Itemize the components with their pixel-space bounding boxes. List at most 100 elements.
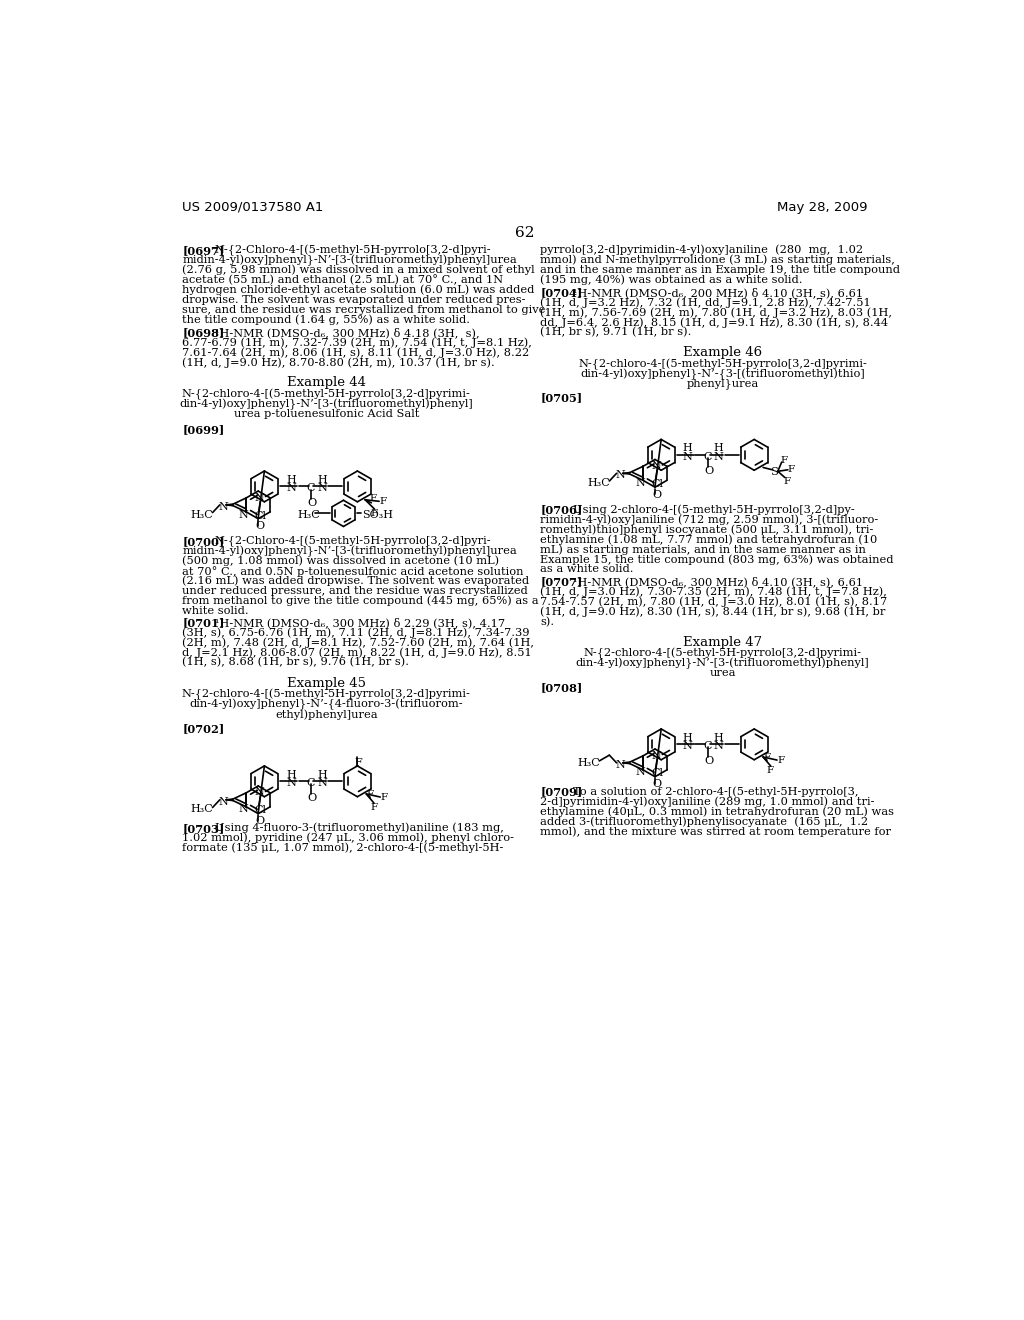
Text: H: H — [683, 733, 692, 743]
Text: N: N — [317, 483, 327, 494]
Text: N: N — [254, 492, 264, 503]
Text: ¹H-NMR (DMSO-d₆, 300 MHz) δ 2.29 (3H, s), 4.17: ¹H-NMR (DMSO-d₆, 300 MHz) δ 2.29 (3H, s)… — [215, 618, 505, 628]
Text: dd, J=6.4, 2.6 Hz), 8.15 (1H, d, J=9.1 Hz), 8.30 (1H, s), 8.44: dd, J=6.4, 2.6 Hz), 8.15 (1H, d, J=9.1 H… — [541, 317, 889, 327]
Text: H: H — [286, 475, 296, 484]
Text: urea p-toluenesulfonic Acid Salt: urea p-toluenesulfonic Acid Salt — [233, 409, 419, 418]
Text: (1H, d, J=3.2 Hz), 7.32 (1H, dd, J=9.1, 2.8 Hz), 7.42-7.51: (1H, d, J=3.2 Hz), 7.32 (1H, dd, J=9.1, … — [541, 297, 871, 308]
Text: (1H, br s), 9.71 (1H, br s).: (1H, br s), 9.71 (1H, br s). — [541, 327, 691, 338]
Text: N: N — [683, 742, 693, 751]
Text: hydrogen chloride-ethyl acetate solution (6.0 mL) was added: hydrogen chloride-ethyl acetate solution… — [182, 285, 535, 296]
Text: O: O — [652, 490, 662, 499]
Text: O: O — [705, 756, 714, 766]
Text: white solid.: white solid. — [182, 606, 249, 615]
Text: under reduced pressure, and the residue was recrystallized: under reduced pressure, and the residue … — [182, 586, 528, 595]
Text: N: N — [615, 470, 625, 480]
Text: at 70° C., and 0.5N p-toluenesulfonic acid acetone solution: at 70° C., and 0.5N p-toluenesulfonic ac… — [182, 566, 523, 577]
Text: N: N — [651, 461, 660, 471]
Text: urea: urea — [710, 668, 735, 678]
Text: SO₃H: SO₃H — [362, 510, 393, 520]
Text: (1H, d, J=3.0 Hz), 7.30-7.35 (2H, m), 7.48 (1H, t, J=7.8 Hz),: (1H, d, J=3.0 Hz), 7.30-7.35 (2H, m), 7.… — [541, 586, 887, 597]
Text: [0705]: [0705] — [541, 392, 583, 404]
Text: (1H, d, J=9.0 Hz), 8.30 (1H, s), 8.44 (1H, br s), 9.68 (1H, br: (1H, d, J=9.0 Hz), 8.30 (1H, s), 8.44 (1… — [541, 607, 886, 618]
Text: N: N — [714, 742, 724, 751]
Text: mL) as starting materials, and in the same manner as in: mL) as starting materials, and in the sa… — [541, 544, 866, 554]
Text: midin-4-yl)oxy]phenyl}-N’-[3-(trifluoromethyl)phenyl]urea: midin-4-yl)oxy]phenyl}-N’-[3-(trifluorom… — [182, 255, 517, 267]
Text: and in the same manner as in Example 19, the title compound: and in the same manner as in Example 19,… — [541, 264, 900, 275]
Text: [0698]: [0698] — [182, 327, 224, 338]
Text: (1H, m), 7.56-7.69 (2H, m), 7.80 (1H, d, J=3.2 Hz), 8.03 (1H,: (1H, m), 7.56-7.69 (2H, m), 7.80 (1H, d,… — [541, 308, 892, 318]
Text: N: N — [254, 788, 264, 797]
Text: from methanol to give the title compound (445 mg, 65%) as a: from methanol to give the title compound… — [182, 595, 539, 606]
Text: 7.54-7.57 (2H, m), 7.80 (1H, d, J=3.0 Hz), 8.01 (1H, s), 8.17: 7.54-7.57 (2H, m), 7.80 (1H, d, J=3.0 Hz… — [541, 597, 888, 607]
Text: F: F — [354, 758, 362, 768]
Text: F: F — [370, 494, 377, 503]
Text: H₃C: H₃C — [588, 478, 610, 488]
Text: (500 mg, 1.08 mmol) was dissolved in acetone (10 mL): (500 mg, 1.08 mmol) was dissolved in ace… — [182, 556, 500, 566]
Text: rimidin-4-yl)oxy]aniline (712 mg, 2.59 mmol), 3-[(trifluoro-: rimidin-4-yl)oxy]aniline (712 mg, 2.59 m… — [541, 515, 879, 525]
Text: H₃C: H₃C — [190, 804, 214, 814]
Text: acetate (55 mL) and ethanol (2.5 mL) at 70° C., and 1N: acetate (55 mL) and ethanol (2.5 mL) at … — [182, 275, 504, 285]
Text: C: C — [306, 483, 315, 494]
Text: 6.77-6.79 (1H, m), 7.32-7.39 (2H, m), 7.54 (1H, t, J=8.1 Hz),: 6.77-6.79 (1H, m), 7.32-7.39 (2H, m), 7.… — [182, 337, 532, 347]
Text: F: F — [763, 754, 770, 762]
Text: N: N — [651, 751, 660, 760]
Text: Cl: Cl — [651, 479, 663, 488]
Text: N: N — [635, 478, 645, 488]
Text: s).: s). — [541, 616, 554, 627]
Text: [0704]: [0704] — [541, 286, 583, 298]
Text: ethylamine (1.08 mL, 7.77 mmol) and tetrahydrofuran (10: ethylamine (1.08 mL, 7.77 mmol) and tetr… — [541, 535, 878, 545]
Text: H: H — [683, 444, 692, 453]
Text: F: F — [367, 791, 374, 799]
Text: midin-4-yl)oxy]phenyl}-N’-[3-(trifluoromethyl)phenyl]urea: midin-4-yl)oxy]phenyl}-N’-[3-(trifluorom… — [182, 545, 517, 557]
Text: May 28, 2009: May 28, 2009 — [777, 201, 867, 214]
Text: N: N — [286, 483, 296, 494]
Text: To a solution of 2-chloro-4-[(5-ethyl-5H-pyrrolo[3,: To a solution of 2-chloro-4-[(5-ethyl-5H… — [572, 785, 858, 796]
Text: H: H — [286, 770, 296, 780]
Text: H: H — [317, 770, 327, 780]
Text: Example 47: Example 47 — [683, 636, 762, 649]
Text: H: H — [714, 444, 724, 453]
Text: N: N — [218, 797, 228, 807]
Text: Example 45: Example 45 — [287, 677, 366, 689]
Text: formate (135 μL, 1.07 mmol), 2-chloro-4-[(5-methyl-5H-: formate (135 μL, 1.07 mmol), 2-chloro-4-… — [182, 843, 504, 854]
Text: ¹H-NMR (DMSO-d₆, 200 MHz) δ 4.10 (3H, s), 6.61: ¹H-NMR (DMSO-d₆, 200 MHz) δ 4.10 (3H, s)… — [572, 286, 863, 298]
Text: the title compound (1.64 g, 55%) as a white solid.: the title compound (1.64 g, 55%) as a wh… — [182, 314, 470, 325]
Text: [0702]: [0702] — [182, 723, 224, 734]
Text: phenyl}urea: phenyl}urea — [686, 379, 759, 389]
Text: d, J=2.1 Hz), 8.06-8.07 (2H, m), 8.22 (1H, d, J=9.0 Hz), 8.51: d, J=2.1 Hz), 8.06-8.07 (2H, m), 8.22 (1… — [182, 647, 532, 657]
Text: ¹H-NMR (DMSO-d₆, 300 MHz) δ 4.18 (3H,  s),: ¹H-NMR (DMSO-d₆, 300 MHz) δ 4.18 (3H, s)… — [215, 327, 479, 338]
Text: N: N — [239, 804, 248, 814]
Text: [0700]: [0700] — [182, 536, 224, 546]
Text: din-4-yl)oxy]phenyl}-N’-{3-[(trifluoromethyl)thio]: din-4-yl)oxy]phenyl}-N’-{3-[(trifluorome… — [580, 368, 865, 380]
Text: Using 4-fluoro-3-(trifluoromethyl)aniline (183 mg,: Using 4-fluoro-3-(trifluoromethyl)anilin… — [215, 822, 504, 833]
Text: din-4-yl)oxy]phenyl}-N’-[3-(trifluoromethyl)phenyl]: din-4-yl)oxy]phenyl}-N’-[3-(trifluoromet… — [575, 659, 869, 669]
Text: mmol), and the mixture was stirred at room temperature for: mmol), and the mixture was stirred at ro… — [541, 826, 891, 837]
Text: H: H — [317, 475, 327, 484]
Text: N: N — [683, 451, 693, 462]
Text: 2-d]pyrimidin-4-yl)oxy]aniline (289 mg, 1.0 mmol) and tri-: 2-d]pyrimidin-4-yl)oxy]aniline (289 mg, … — [541, 796, 874, 807]
Text: F: F — [371, 510, 378, 517]
Text: dropwise. The solvent was evaporated under reduced pres-: dropwise. The solvent was evaporated und… — [182, 294, 525, 305]
Text: Cl: Cl — [254, 511, 266, 520]
Text: 1.02 mmol), pyridine (247 μL, 3.06 mmol), phenyl chloro-: 1.02 mmol), pyridine (247 μL, 3.06 mmol)… — [182, 833, 514, 843]
Text: H₃C: H₃C — [190, 510, 214, 520]
Text: [0699]: [0699] — [182, 424, 224, 436]
Text: O: O — [308, 793, 317, 803]
Text: F: F — [783, 478, 791, 487]
Text: mmol) and N-methylpyrrolidone (3 mL) as starting materials,: mmol) and N-methylpyrrolidone (3 mL) as … — [541, 255, 895, 265]
Text: [0708]: [0708] — [541, 682, 583, 693]
Text: as a white solid.: as a white solid. — [541, 564, 634, 574]
Text: Using 2-chloro-4-[(5-methyl-5H-pyrrolo[3,2-d]py-: Using 2-chloro-4-[(5-methyl-5H-pyrrolo[3… — [572, 504, 855, 515]
Text: N: N — [317, 779, 327, 788]
Text: (1H, d, J=9.0 Hz), 8.70-8.80 (2H, m), 10.37 (1H, br s).: (1H, d, J=9.0 Hz), 8.70-8.80 (2H, m), 10… — [182, 358, 495, 368]
Text: 7.61-7.64 (2H, m), 8.06 (1H, s), 8.11 (1H, d, J=3.0 Hz), 8.22: 7.61-7.64 (2H, m), 8.06 (1H, s), 8.11 (1… — [182, 347, 529, 358]
Text: S: S — [771, 467, 778, 477]
Text: Cl: Cl — [254, 805, 266, 816]
Text: [0709]: [0709] — [541, 785, 583, 797]
Text: H₃C: H₃C — [578, 758, 600, 768]
Text: N-{2-Chloro-4-[(5-methyl-5H-pyrrolo[3,2-d]pyri-: N-{2-Chloro-4-[(5-methyl-5H-pyrrolo[3,2-… — [215, 536, 492, 546]
Text: Example 44: Example 44 — [287, 376, 366, 389]
Text: O: O — [705, 466, 714, 477]
Text: F: F — [380, 793, 387, 803]
Text: F: F — [370, 803, 377, 812]
